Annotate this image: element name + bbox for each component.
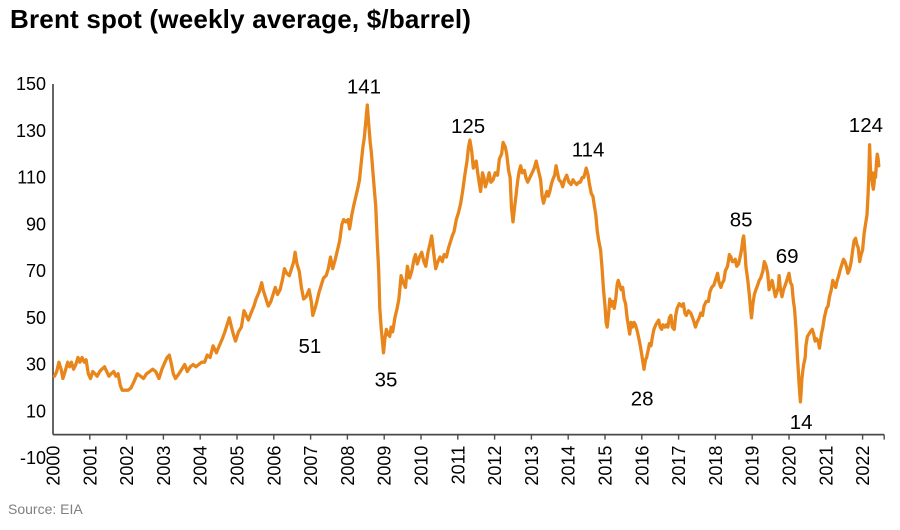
x-axis-tick-label: 2005 xyxy=(228,446,248,486)
x-axis-tick-label: 2007 xyxy=(301,446,321,486)
y-axis-tick-label: 10 xyxy=(26,401,46,421)
x-axis-tick-label: 2019 xyxy=(743,446,763,486)
y-axis-tick-label: 70 xyxy=(26,261,46,281)
y-axis-tick-label: -10 xyxy=(20,448,46,468)
x-axis-tick-label: 2001 xyxy=(80,446,100,486)
annotation-14: 14 xyxy=(790,411,813,434)
chart-title: Brent spot (weekly average, $/barrel) xyxy=(10,4,472,34)
annotation-124: 124 xyxy=(849,114,883,137)
y-axis-tick-label: 50 xyxy=(26,308,46,328)
y-axis-tick-label: 90 xyxy=(26,214,46,234)
x-axis-tick-label: 2012 xyxy=(485,446,505,486)
annotation-69: 69 xyxy=(776,245,799,268)
annotation-51: 51 xyxy=(298,335,321,358)
x-axis-tick-label: 2015 xyxy=(596,446,616,486)
x-axis-tick-label: 2008 xyxy=(338,446,358,486)
x-axis-tick-label: 2006 xyxy=(264,446,284,486)
x-axis-tick-label: 2018 xyxy=(706,446,726,486)
x-axis-tick-label: 2010 xyxy=(412,446,432,486)
price-line xyxy=(52,103,881,404)
x-axis-tick-label: 2004 xyxy=(191,446,211,486)
x-axis-tick-label: 2017 xyxy=(669,446,689,486)
annotation-125: 125 xyxy=(451,115,485,138)
y-axis-tick-label: 150 xyxy=(16,74,46,94)
y-axis-tick-label: 110 xyxy=(17,168,46,188)
x-axis-tick-label: 2000 xyxy=(44,446,64,486)
x-axis-tick-label: 2009 xyxy=(375,446,395,486)
x-axis-tick-label: 2021 xyxy=(816,446,836,486)
annotation-35: 35 xyxy=(375,369,398,392)
x-axis-tick-label: 2011 xyxy=(448,446,468,485)
y-axis-tick-label: 30 xyxy=(26,355,46,375)
x-axis-tick-label: 2014 xyxy=(559,446,579,486)
annotation-85: 85 xyxy=(730,209,753,232)
x-axis-tick-label: 2013 xyxy=(522,446,542,486)
x-axis-tick-label: 2020 xyxy=(780,446,800,486)
y-axis-tick-label: 130 xyxy=(16,121,46,141)
x-axis-tick-label: 2003 xyxy=(154,446,174,486)
annotation-28: 28 xyxy=(631,387,654,410)
source-note: Source: EIA xyxy=(8,501,83,517)
x-axis-tick-label: 2002 xyxy=(117,446,137,486)
annotation-114: 114 xyxy=(572,138,605,161)
x-axis-tick-label: 2016 xyxy=(632,446,652,486)
x-axis-tick-label: 2022 xyxy=(853,446,873,486)
annotation-141: 141 xyxy=(347,75,381,98)
